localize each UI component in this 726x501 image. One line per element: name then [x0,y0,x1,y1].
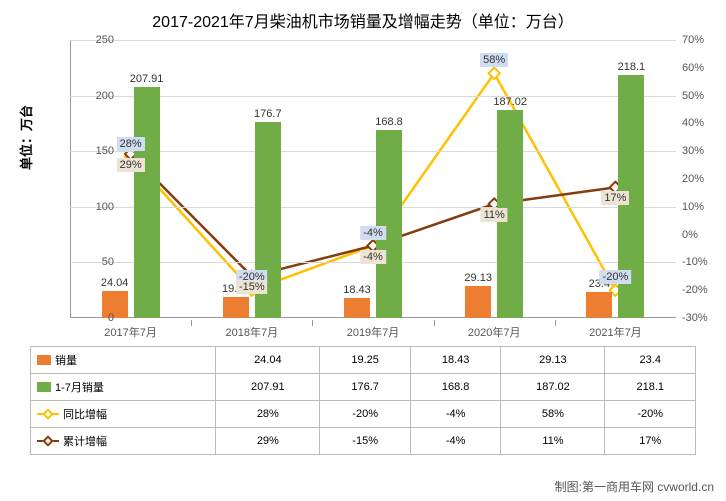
y1-tick-label: 50 [102,256,114,268]
y2-tick-label: 60% [682,62,704,74]
x-category-label: 2019年7月 [347,324,400,340]
line-label-yoy: -4% [360,226,386,240]
legend-cell: 168.8 [410,374,500,401]
y1-tick-label: 200 [96,90,114,102]
line-label-yoy: 28% [117,137,145,151]
line-label-cumyoy: 29% [117,158,145,172]
gridline [70,40,676,41]
legend-cell: -15% [320,428,410,455]
chart-container: 2017-2021年7月柴油机市场销量及增幅走势（单位：万台） 单位：万台 24… [0,0,726,501]
bar-label-sales: 24.04 [101,277,129,289]
bar-label-cumsales: 218.1 [618,61,646,73]
y1-tick-label: 150 [96,145,114,157]
plot-area: 24.0419.2518.4329.1323.4207.91176.7168.8… [70,40,676,318]
y2-tick-label: 20% [682,173,704,185]
line-label-yoy: 58% [480,53,508,67]
legend-data-table: 销量24.0419.2518.4329.1323.41-7月销量207.9117… [30,346,696,455]
bar-sales [586,292,612,318]
y1-tick-label: 100 [96,201,114,213]
x-category-label: 2018年7月 [226,324,279,340]
y2-tick-label: 50% [682,90,704,102]
legend-header: 同比增幅 [31,401,216,428]
bar-sales [223,297,249,318]
y2-tick-label: -20% [682,284,708,296]
legend-cell: 187.02 [501,374,605,401]
y1-axis-title: 单位：万台 [16,105,35,170]
gridline [70,151,676,152]
y2-tick-label: -30% [682,312,708,324]
bar-label-cumsales: 187.02 [493,96,527,108]
line-label-cumyoy: -15% [236,280,268,294]
gridline [70,207,676,208]
legend-cell: -4% [410,401,500,428]
line-label-cumyoy: 17% [601,191,629,205]
x-category-label: 2017年7月 [104,324,157,340]
bar-cumsales [134,87,160,318]
legend-cell: 11% [501,428,605,455]
legend-cell: 207.91 [216,374,320,401]
line-label-yoy: -20% [600,270,632,284]
legend-cell: 17% [605,428,696,455]
legend-cell: -20% [320,401,410,428]
y2-tick-label: 30% [682,145,704,157]
legend-cell: -4% [410,428,500,455]
bar-label-sales: 18.43 [343,284,371,296]
x-separator [312,320,313,326]
legend-cell: 29.13 [501,347,605,374]
legend-cell: 28% [216,401,320,428]
y2-tick-label: 0% [682,229,698,241]
bar-sales [344,298,370,318]
line-label-cumyoy: 11% [481,208,508,222]
credit-text: 制图:第一商用车网 cvworld.cn [555,478,714,495]
legend-cell: 58% [501,401,605,428]
legend-header: 1-7月销量 [31,374,216,401]
y2-tick-label: 40% [682,117,704,129]
legend-cell: 218.1 [605,374,696,401]
x-category-label: 2021年7月 [589,324,642,340]
legend-cell: 24.04 [216,347,320,374]
x-separator [191,320,192,326]
bar-sales [102,291,128,318]
legend-cell: 18.43 [410,347,500,374]
bar-label-sales: 29.13 [464,272,492,284]
x-separator [434,320,435,326]
bar-cumsales [376,130,402,318]
legend-cell: -20% [605,401,696,428]
x-category-label: 2020年7月 [468,324,521,340]
y2-tick-label: 70% [682,34,704,46]
legend-header: 累计增幅 [31,428,216,455]
y2-tick-label: 10% [682,201,704,213]
legend-cell: 19.25 [320,347,410,374]
y2-tick-label: -10% [682,256,708,268]
gridline [70,96,676,97]
bar-sales [465,286,491,318]
bar-label-cumsales: 168.8 [375,116,403,128]
bar-label-cumsales: 207.91 [130,73,164,85]
legend-header: 销量 [31,347,216,374]
bar-label-cumsales: 176.7 [254,108,282,120]
legend-cell: 23.4 [605,347,696,374]
legend-cell: 176.7 [320,374,410,401]
line-label-cumyoy: -4% [360,250,386,264]
x-separator [555,320,556,326]
y1-tick-label: 250 [96,34,114,46]
chart-title: 2017-2021年7月柴油机市场销量及增幅走势（单位：万台） [0,0,726,36]
legend-cell: 29% [216,428,320,455]
y1-tick-label: 0 [108,312,114,324]
